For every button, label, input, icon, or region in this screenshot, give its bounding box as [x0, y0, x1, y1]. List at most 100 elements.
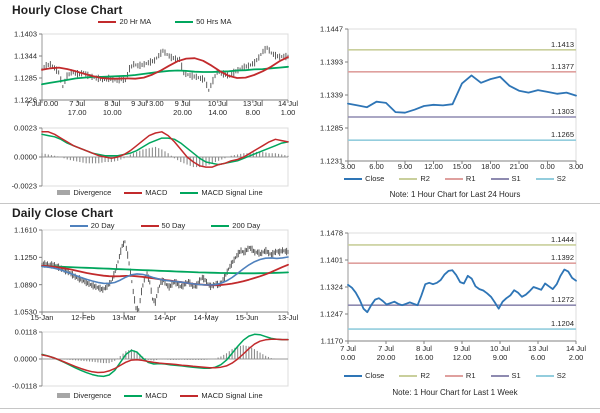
legend-swatch-close — [344, 177, 363, 180]
legend-item-macd-signal-line: MACD Signal Line — [180, 391, 263, 400]
legend-label: MACD — [145, 391, 168, 400]
bottom-divider — [0, 408, 600, 409]
daily-macd-legend: Divergence MACD MACD Signal Line — [30, 391, 290, 400]
plot-border — [42, 33, 289, 101]
legend-item-s2: S2 — [535, 174, 566, 183]
y-tick-label: 1.1247 — [320, 310, 343, 319]
legend-swatch-macd — [124, 191, 143, 194]
legend-label: S2 — [556, 371, 566, 380]
x-tick-label: 8 Jul — [416, 344, 432, 353]
legend-item-r2: R2 — [399, 371, 430, 380]
y-tick-label: 1.1285 — [320, 124, 343, 133]
daily-price-series-200-day — [41, 265, 289, 275]
legend-item-macd: MACD — [124, 391, 167, 400]
x-tick-label: 7 Jul 0.00 — [26, 99, 59, 108]
legend-swatch-s2 — [535, 177, 554, 180]
daily-ma-legend: 20 Day 50 Day 200 Day — [42, 221, 288, 230]
hourly-price-series-50-hrs-ma — [41, 65, 289, 86]
hourly-macd-legend: Divergence MACD MACD Signal Line — [30, 188, 290, 197]
x-tick-label: 10.00 — [103, 108, 122, 117]
level-label-r1: 1.1392 — [551, 253, 574, 262]
x-tick-label: 0.00 — [341, 353, 356, 362]
legend-item-200-day: 200 Day — [211, 221, 260, 230]
x-tick-label: 7 Jul — [378, 344, 394, 353]
x-tick-label: 2.00 — [569, 353, 584, 362]
legend-label: Divergence — [73, 188, 112, 197]
x-tick-label: 12.00 — [424, 162, 443, 171]
legend-swatch-divergence — [57, 393, 71, 398]
level-label-s1: 1.1303 — [551, 107, 574, 116]
y-tick-label: 1.1610 — [14, 226, 37, 235]
legend-label: MACD Signal Line — [201, 188, 263, 197]
level-label-s2: 1.1265 — [551, 130, 574, 139]
legend-label: S2 — [556, 174, 566, 183]
level-label-s2: 1.1204 — [551, 319, 574, 328]
x-tick-label: 20.00 — [173, 108, 192, 117]
x-tick-label: 17.00 — [68, 108, 87, 117]
legend-swatch-macd-signal-line — [180, 394, 199, 397]
weekly-pivot-legend: Close R2 R1 S1 S2 — [320, 371, 590, 380]
x-tick-label: 3.00 — [341, 162, 356, 171]
legend-swatch-s2 — [535, 374, 554, 377]
daily-macd-series-macd-signal-line — [41, 338, 289, 374]
y-tick-label: 1.1324 — [320, 283, 343, 292]
plot-border — [348, 28, 577, 162]
y-tick-label: 0.0000 — [14, 153, 37, 162]
hourly-chart-title: Hourly Close Chart — [12, 3, 123, 17]
legend-item-50-day: 50 Day — [140, 221, 186, 230]
legend-item-r1: R1 — [444, 371, 476, 380]
legend-label: R1 — [465, 371, 476, 380]
y-tick-label: -0.0118 — [12, 382, 37, 390]
plot-border — [348, 232, 577, 342]
legend-label: MACD Signal Line — [201, 391, 263, 400]
y-tick-label: 1.1393 — [320, 58, 343, 67]
x-tick-label: 13 Jul — [528, 344, 548, 353]
legend-swatch-divergence — [57, 190, 71, 195]
legend-swatch-s1 — [490, 374, 509, 377]
hourly-pivot-legend: Close R2 R1 S1 S2 — [320, 174, 590, 183]
y-tick-label: 1.1250 — [14, 253, 37, 262]
y-tick-label: 1.0530 — [14, 308, 37, 317]
y-tick-label: 1.1478 — [320, 229, 343, 238]
y-tick-label: 1.1401 — [320, 256, 343, 265]
x-tick-label: 9 Jul 3.00 — [131, 99, 164, 108]
x-tick-label: 18.00 — [481, 162, 500, 171]
daily-price-series-20-day — [41, 256, 289, 286]
legend-label: 50 Day — [161, 221, 186, 230]
legend-swatch-20-hr-ma — [98, 20, 117, 23]
legend-item-divergence: Divergence — [57, 391, 111, 400]
x-tick-label: 13 Jul — [243, 99, 263, 108]
legend-item-20-hr-ma: 20 Hr MA — [98, 17, 151, 26]
x-tick-label: 20.00 — [377, 353, 396, 362]
legend-item-s1: S1 — [490, 174, 521, 183]
y-tick-label: 1.1285 — [14, 74, 37, 83]
x-tick-label: 14.00 — [208, 108, 227, 117]
weekly-pivot-note: Note: 1 Hour Chart for Last 1 Week — [392, 388, 518, 397]
hourly-price-series-20-hr-ma — [41, 56, 289, 80]
pivot-week-series-close — [347, 268, 577, 314]
legend-swatch-s1 — [490, 177, 509, 180]
legend-label: 20 Hr MA — [119, 17, 152, 26]
x-tick-label: 8.00 — [246, 108, 261, 117]
y-tick-label: 0.0023 — [14, 124, 37, 133]
x-tick-label: 21.00 — [510, 162, 529, 171]
legend-swatch-r2 — [399, 374, 418, 377]
legend-item-50-hrs-ma: 50 Hrs MA — [175, 17, 232, 26]
x-tick-label: 14-Apr — [154, 313, 177, 322]
legend-swatch-r1 — [444, 177, 463, 180]
pivot-24h-series-close — [347, 74, 577, 114]
x-tick-label: 0.00 — [540, 162, 555, 171]
legend-item-close: Close — [344, 174, 384, 183]
x-tick-label: 6.00 — [531, 353, 546, 362]
x-tick-label: 7 Jul — [69, 99, 85, 108]
x-tick-label: 14-May — [193, 313, 218, 322]
y-tick-label: 1.1403 — [14, 30, 37, 39]
legend-label: Close — [365, 371, 385, 380]
legend-item-20-day: 20 Day — [69, 221, 115, 230]
x-tick-label: 12-Feb — [71, 313, 95, 322]
level-label-r2: 1.1444 — [551, 235, 574, 244]
daily-macd-chart: 0.0118 0.0000 -0.0118 — [12, 328, 289, 390]
y-tick-label: 0.0118 — [15, 328, 37, 337]
x-tick-label: 15-Jun — [236, 313, 259, 322]
